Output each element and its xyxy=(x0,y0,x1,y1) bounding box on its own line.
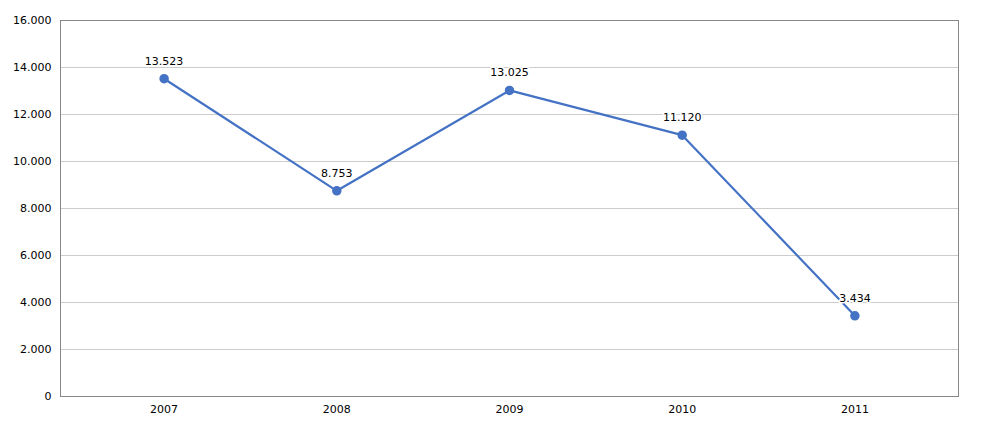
svg-text:2011: 2011 xyxy=(841,403,869,416)
svg-text:12.000: 12.000 xyxy=(13,108,52,121)
svg-text:11.120: 11.120 xyxy=(663,111,702,124)
svg-text:6.000: 6.000 xyxy=(20,249,52,262)
svg-text:2007: 2007 xyxy=(150,403,178,416)
svg-text:13.025: 13.025 xyxy=(490,66,529,79)
svg-text:8.000: 8.000 xyxy=(20,202,52,215)
svg-text:16.000: 16.000 xyxy=(13,14,52,27)
svg-text:0: 0 xyxy=(45,390,52,403)
svg-text:2.000: 2.000 xyxy=(20,343,52,356)
svg-text:2010: 2010 xyxy=(668,403,696,416)
svg-text:10.000: 10.000 xyxy=(13,155,52,168)
svg-text:8.753: 8.753 xyxy=(321,167,353,180)
svg-text:4.000: 4.000 xyxy=(20,296,52,309)
svg-text:2008: 2008 xyxy=(323,403,351,416)
svg-text:13.523: 13.523 xyxy=(145,55,184,68)
svg-text:3.434: 3.434 xyxy=(839,292,871,305)
svg-text:14.000: 14.000 xyxy=(13,61,52,74)
svg-text:2009: 2009 xyxy=(496,403,524,416)
